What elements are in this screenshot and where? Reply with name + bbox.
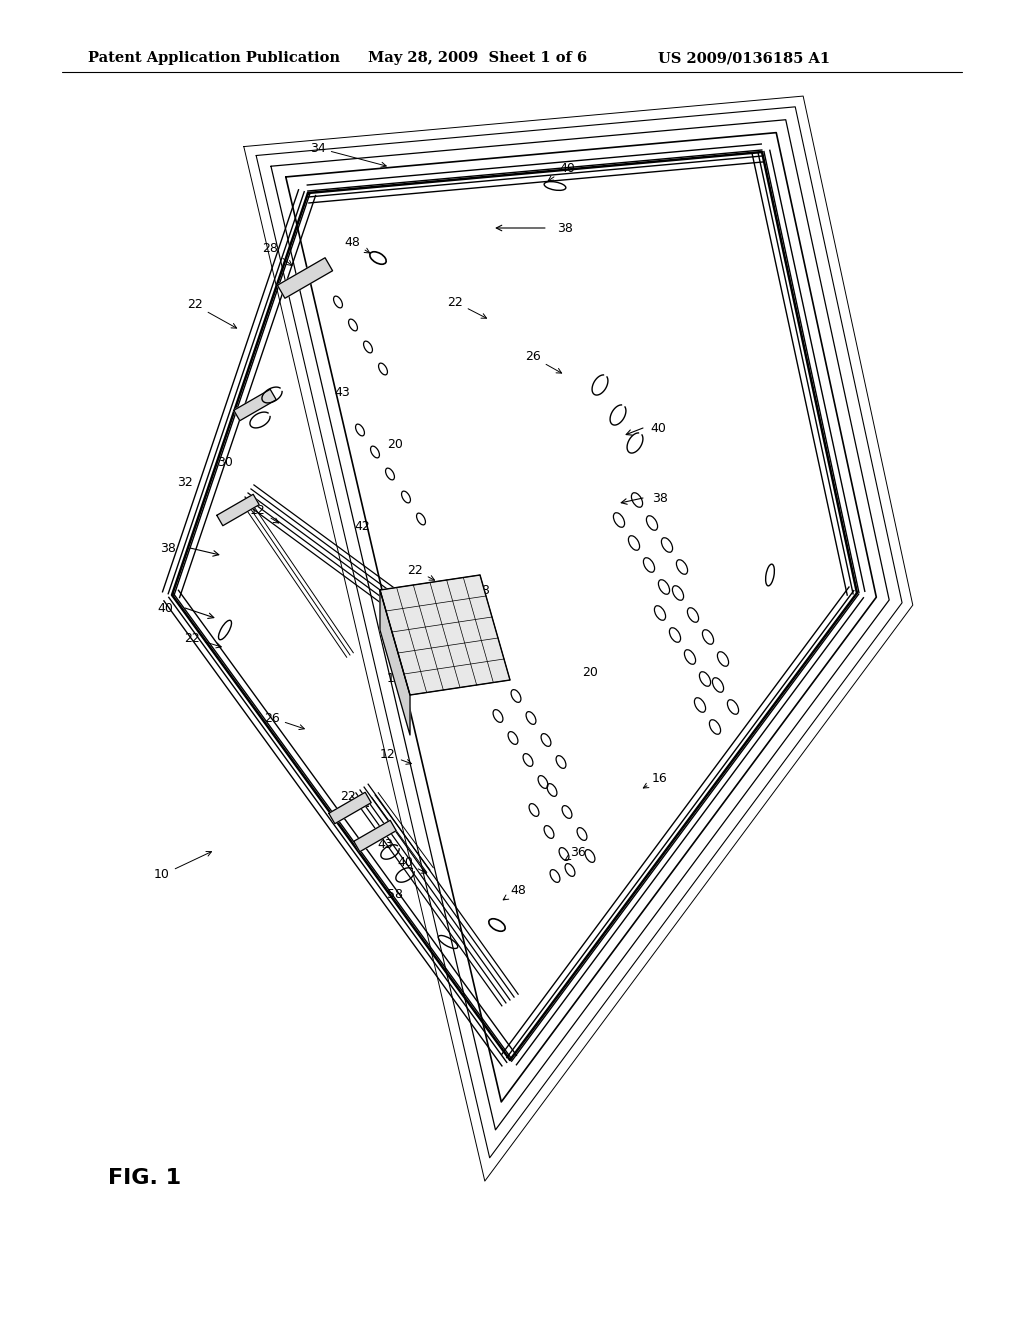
Text: 12: 12	[380, 748, 412, 764]
Text: 40: 40	[157, 602, 173, 615]
Text: 26: 26	[525, 351, 561, 374]
Text: 38: 38	[652, 491, 668, 504]
Polygon shape	[233, 389, 276, 421]
Text: 48: 48	[503, 883, 526, 900]
Polygon shape	[329, 792, 371, 824]
Text: 43: 43	[377, 838, 393, 851]
Text: 32: 32	[177, 475, 193, 488]
Text: 38: 38	[160, 541, 176, 554]
Text: 22: 22	[447, 296, 486, 318]
Text: 10: 10	[154, 851, 212, 882]
Text: 42: 42	[354, 520, 370, 533]
Text: 30: 30	[217, 457, 232, 470]
Text: Patent Application Publication: Patent Application Publication	[88, 51, 340, 65]
Text: 40: 40	[548, 161, 574, 181]
Text: 48: 48	[344, 235, 370, 253]
Text: 14: 14	[387, 672, 415, 686]
Text: 34: 34	[310, 141, 386, 168]
Polygon shape	[380, 590, 410, 735]
Text: 40: 40	[650, 421, 666, 434]
Text: 24: 24	[424, 639, 445, 655]
Text: US 2009/0136185 A1: US 2009/0136185 A1	[658, 51, 830, 65]
Text: 26: 26	[264, 711, 304, 730]
Text: 40: 40	[397, 855, 427, 874]
Text: 20: 20	[582, 665, 598, 678]
Text: 38: 38	[557, 222, 573, 235]
Text: 43: 43	[334, 385, 350, 399]
Text: 16: 16	[643, 771, 668, 788]
Text: 18: 18	[468, 583, 490, 602]
Text: 22: 22	[187, 298, 237, 329]
Text: May 28, 2009  Sheet 1 of 6: May 28, 2009 Sheet 1 of 6	[368, 51, 587, 65]
Text: 12: 12	[250, 503, 279, 523]
Text: 36: 36	[565, 846, 586, 861]
Polygon shape	[380, 576, 510, 696]
Text: 22: 22	[340, 791, 369, 807]
Polygon shape	[217, 494, 259, 525]
Text: 28: 28	[262, 242, 292, 265]
Text: 58: 58	[387, 888, 403, 902]
Text: 20: 20	[387, 438, 402, 451]
Polygon shape	[354, 820, 396, 851]
Text: 22: 22	[408, 564, 434, 581]
Text: 22: 22	[184, 631, 221, 648]
Text: FIG. 1: FIG. 1	[108, 1168, 181, 1188]
Polygon shape	[278, 257, 333, 298]
